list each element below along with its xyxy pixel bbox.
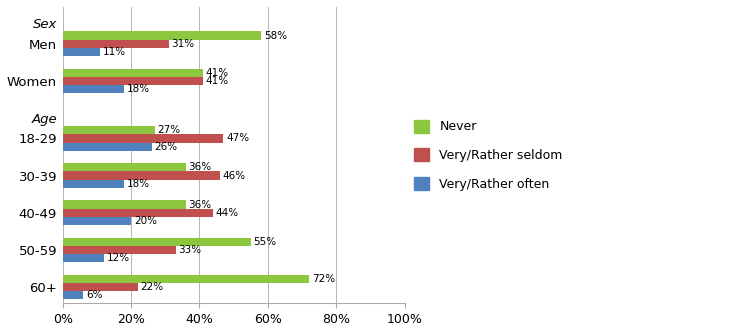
Bar — [62, 237, 251, 246]
Text: 12%: 12% — [106, 253, 129, 263]
Text: 41%: 41% — [206, 68, 229, 78]
Text: 58%: 58% — [264, 31, 287, 41]
Text: 36%: 36% — [189, 199, 212, 209]
Text: 18%: 18% — [127, 84, 150, 94]
Text: 72%: 72% — [312, 274, 335, 284]
Bar — [62, 291, 83, 299]
Text: 27%: 27% — [158, 125, 181, 135]
Text: 55%: 55% — [253, 237, 276, 247]
Text: 20%: 20% — [134, 216, 157, 226]
Text: 36%: 36% — [189, 163, 212, 172]
Text: 26%: 26% — [155, 142, 178, 152]
Bar — [62, 283, 138, 291]
Text: 46%: 46% — [223, 170, 246, 180]
Bar — [62, 200, 186, 208]
Bar — [62, 69, 203, 77]
Bar — [62, 179, 124, 188]
Text: 47%: 47% — [226, 134, 250, 144]
Text: 41%: 41% — [206, 76, 229, 86]
Text: 18%: 18% — [127, 179, 150, 189]
Bar — [62, 217, 131, 225]
Bar — [62, 143, 152, 151]
Bar — [62, 275, 309, 283]
Bar — [62, 31, 261, 40]
Bar — [62, 77, 203, 85]
Bar — [62, 171, 220, 179]
Text: 22%: 22% — [140, 282, 163, 292]
Bar — [62, 85, 124, 93]
Bar — [62, 208, 213, 217]
Bar — [62, 48, 100, 56]
Text: 44%: 44% — [216, 208, 239, 218]
Bar — [62, 246, 175, 254]
Bar — [62, 126, 155, 134]
Bar — [62, 40, 169, 48]
Text: 33%: 33% — [178, 245, 201, 255]
Text: 6%: 6% — [86, 290, 103, 300]
Bar — [62, 254, 104, 262]
Bar — [62, 134, 224, 143]
Text: 31%: 31% — [172, 39, 195, 49]
Text: 11%: 11% — [103, 47, 126, 57]
Bar — [62, 163, 186, 171]
Legend: Never, Very/Rather seldom, Very/Rather often: Never, Very/Rather seldom, Very/Rather o… — [415, 120, 563, 190]
